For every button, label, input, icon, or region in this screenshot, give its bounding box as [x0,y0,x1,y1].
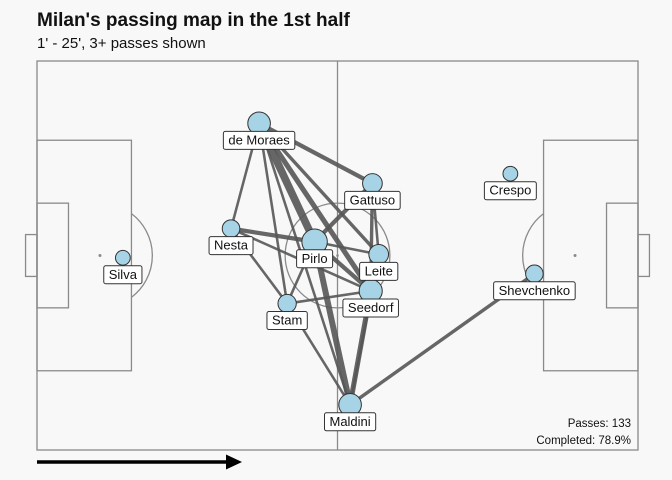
label-box [208,236,254,256]
center-circle [284,202,391,309]
left-penalty-spot [98,254,102,257]
player-node-leite [368,244,390,265]
player-name: Seedorf [348,300,394,315]
player-node-gattuso [362,173,383,194]
completed-stat: Completed: 78.9% [536,435,631,447]
left-goal-area [36,202,70,309]
right-goal-area [605,202,639,309]
pass-link-pirlo-maldini [311,241,353,406]
player-node-crespo [502,165,519,182]
player-name: Gattuso [350,192,396,207]
player-label-stam: Stam [266,311,308,331]
player-name: Leite [365,263,393,278]
attack-direction-arrow [37,454,242,470]
player-name: Silva [109,267,138,282]
player-label-pirlo: Pirlo [296,249,334,269]
player-label-maldini: Maldini [323,412,377,432]
player-name: de Moraes [228,132,290,147]
passes-stat: Passes: 133 [568,418,631,430]
right-goal [637,233,651,278]
player-node-nesta [221,219,241,238]
player-label-shevchenko: Shevchenko [493,281,576,301]
player-label-seedorf: Seedorf [342,298,399,318]
player-node-silva [114,249,131,266]
player-name: Nesta [214,238,249,253]
player-label-silva: Silva [103,265,143,285]
player-label-gattuso: Gattuso [344,190,401,210]
chart-subtitle: 1' - 25', 3+ passes shown [37,35,206,52]
label-box [483,181,537,201]
right-penalty-spot [573,254,577,257]
player-name: Maldini [329,414,370,429]
player-name: Stam [272,313,302,328]
player-node-stam [277,293,297,314]
arrow-head [226,454,242,470]
label-box [323,412,377,432]
pass-link-stam-seedorf [286,289,371,305]
label-box [222,130,296,150]
label-box [344,190,401,210]
pass-link-de-moraes-seedorf [256,121,373,293]
center-spot [336,254,339,257]
label-box [493,281,576,301]
label-box [296,249,334,269]
player-label-crespo: Crespo [483,181,537,201]
pass-link-de-moraes-stam [257,123,289,304]
player-name: Shevchenko [499,283,571,298]
label-box [266,311,308,331]
player-label-leite: Leite [359,261,399,281]
chart-title: Milan's passing map in the 1st half [37,10,350,31]
player-name: Pirlo [302,251,328,266]
left-penalty-arc [131,213,153,298]
player-node-shevchenko [525,264,544,284]
label-box [103,265,143,285]
left-goal [24,233,38,278]
right-penalty-area [542,139,639,372]
label-box [342,298,399,318]
player-name: Crespo [489,183,531,198]
player-label-de-moraes: de Moraes [222,130,296,150]
player-labels: Silva de Moraes Nesta Pirlo Stam Gattuso Leite… [103,130,576,432]
label-box [359,261,399,281]
player-label-nesta: Nesta [208,236,254,256]
pass-link-nesta-pirlo [230,226,315,244]
